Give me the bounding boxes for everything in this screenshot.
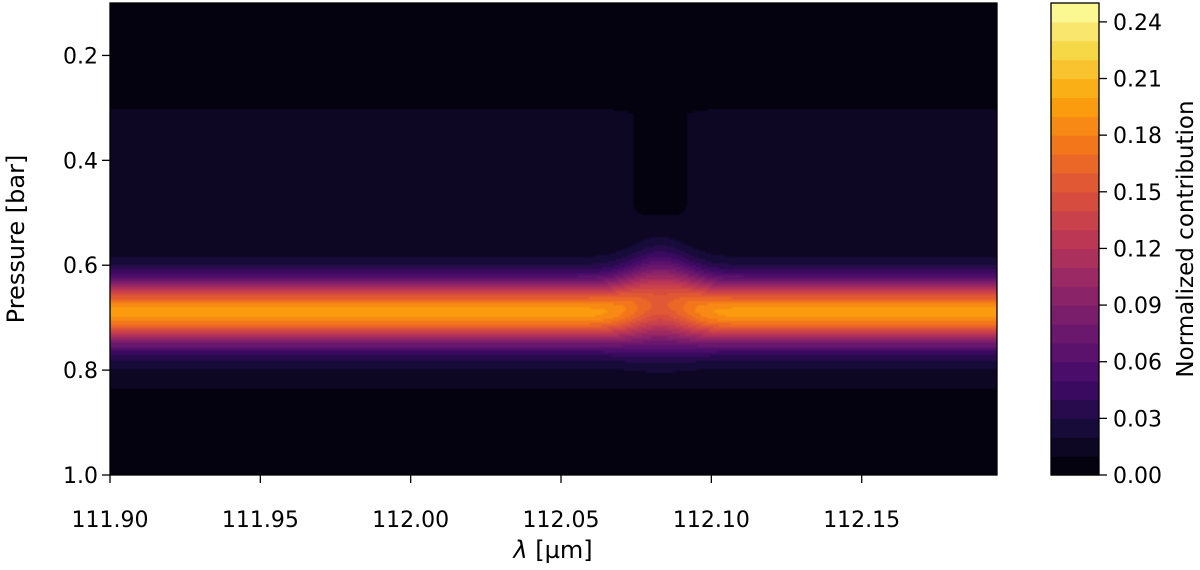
colorbar-tick-label: 0.09: [1113, 294, 1162, 319]
colorbar: 0.00 0.03 0.06 0.09 0.12 0.15 0.18 0.21 0.24 Nor…: [1050, 2, 1199, 489]
colorbar-band: [1051, 210, 1099, 231]
x-axis-label: λ [µm]: [511, 536, 592, 564]
y-axis: 0.2 0.4 0.6 0.8 1.0: [63, 44, 110, 489]
colorbar-bands: [1051, 3, 1099, 476]
colorbar-band: [1051, 399, 1099, 419]
x-axis-label-unit: [µm]: [528, 536, 593, 564]
colorbar-band: [1051, 116, 1099, 136]
colorbar-label: Normalized contribution: [1173, 100, 1199, 377]
y-tick-label: 0.4: [63, 149, 98, 174]
y-tick-label: 0.8: [63, 359, 98, 384]
colorbar-band: [1051, 40, 1099, 61]
colorbar-band: [1051, 456, 1099, 476]
x-axis: 111.90 111.95 112.00 112.05 112.10 112.15: [72, 475, 900, 533]
colorbar-band: [1051, 342, 1099, 363]
x-tick-label: 112.10: [673, 508, 750, 533]
colorbar-band: [1051, 154, 1099, 174]
colorbar-band: [1051, 286, 1099, 306]
colorbar-band: [1051, 361, 1099, 382]
colorbar-tick-label: 0.21: [1113, 68, 1162, 93]
x-tick-label: 111.90: [72, 508, 149, 533]
colorbar-tick-label: 0.24: [1113, 11, 1162, 36]
plot-area: [109, 2, 998, 476]
colorbar-band: [1051, 229, 1099, 250]
colorbar-ticks: 0.00 0.03 0.06 0.09 0.12 0.15 0.18 0.21 0.24: [1099, 11, 1162, 489]
colorbar-band: [1051, 78, 1099, 98]
y-tick-label: 0.6: [63, 254, 98, 279]
colorbar-band: [1051, 248, 1099, 268]
x-tick-label: 112.00: [372, 508, 449, 533]
colorbar-band: [1051, 135, 1099, 155]
colorbar-frame: [1050, 2, 1100, 476]
colorbar-band: [1051, 59, 1099, 80]
colorbar-tick-label: 0.06: [1113, 351, 1162, 376]
y-tick-label: 0.2: [63, 44, 98, 69]
colorbar-tick-label: 0.12: [1113, 237, 1162, 262]
colorbar-tick-label: 0.03: [1113, 407, 1162, 432]
colorbar-band: [1051, 437, 1099, 457]
colorbar-tick-label: 0.18: [1113, 124, 1162, 149]
colorbar-tick-label: 0.00: [1113, 464, 1162, 489]
x-axis-label-symbol: λ: [511, 536, 527, 564]
colorbar-band: [1051, 172, 1099, 193]
colorbar-band: [1051, 191, 1099, 212]
colorbar-tick-label: 0.15: [1113, 181, 1162, 206]
plot-frame: [109, 2, 998, 476]
colorbar-band: [1051, 21, 1099, 42]
colorbar-band: [1051, 267, 1099, 287]
contour-heatmap: [110, 3, 997, 475]
colorbar-band: [1051, 97, 1099, 117]
x-tick-label: 112.05: [523, 508, 600, 533]
y-tick-label: 1.0: [63, 464, 98, 489]
y-axis-label: Pressure [bar]: [2, 155, 30, 324]
colorbar-band: [1051, 418, 1099, 438]
x-tick-label: 111.95: [222, 508, 299, 533]
colorbar-band: [1051, 305, 1099, 325]
colorbar-band: [1051, 3, 1099, 23]
colorbar-band: [1051, 380, 1099, 401]
colorbar-band: [1051, 323, 1099, 344]
x-tick-label: 112.15: [823, 508, 900, 533]
